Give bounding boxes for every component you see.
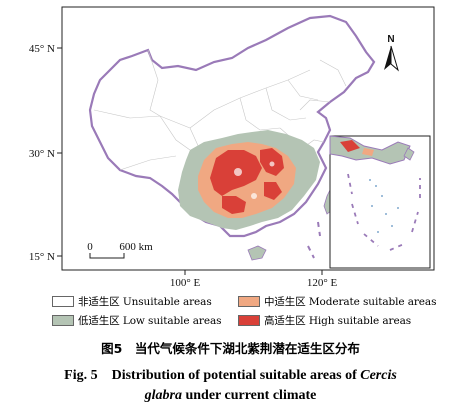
inset-content bbox=[329, 135, 421, 251]
lat-tick-30: 30° N bbox=[29, 148, 55, 160]
lat-tick-45: 45° N bbox=[29, 43, 55, 55]
figure-caption-en-line2: glabra under current climate bbox=[0, 388, 461, 404]
lat-ticks: 45° N 30° N 15° N bbox=[29, 43, 62, 263]
lon-tick-120: 120° E bbox=[307, 277, 338, 289]
legend-item-low: 低适生区 Low suitable areas bbox=[52, 313, 222, 327]
legend-swatch-high bbox=[238, 314, 260, 326]
legend-swatch-low bbox=[52, 314, 74, 326]
province-boundaries bbox=[93, 49, 347, 201]
lat-tick-15: 15° N bbox=[29, 251, 55, 263]
hainan-island bbox=[247, 245, 267, 261]
maritime-boundary bbox=[307, 221, 321, 259]
map-frame: 45° N 30° N 15° N 100° E 120° E N 0 600 … bbox=[29, 6, 435, 289]
legend-label-high: 高适生区 High suitable areas bbox=[264, 314, 412, 327]
scale-bar: 0 600 km bbox=[87, 241, 153, 259]
legend-swatch-unsuitable bbox=[52, 295, 74, 307]
scale-start-label: 0 bbox=[87, 241, 93, 253]
legend-item-high: 高适生区 High suitable areas bbox=[238, 313, 411, 327]
lon-ticks: 100° E 120° E bbox=[170, 270, 338, 289]
lon-tick-100: 100° E bbox=[170, 277, 201, 289]
legend-item-moderate: 中适生区 Moderate suitable areas bbox=[238, 294, 436, 308]
unsuitable-gaps bbox=[234, 161, 275, 199]
caption-en-suffix: under current climate bbox=[181, 388, 317, 403]
legend: 非适生区 Unsuitable areas 中适生区 Moderate suit… bbox=[52, 294, 452, 330]
caption-genus: Cercis bbox=[360, 368, 397, 383]
figure-caption-en-line1: Fig. 5 Distribution of potential suitabl… bbox=[0, 364, 461, 384]
legend-label-low: 低适生区 Low suitable areas bbox=[78, 314, 222, 327]
scale-end-label: 600 km bbox=[119, 241, 153, 253]
legend-swatch-moderate bbox=[238, 295, 260, 307]
north-label: N bbox=[387, 34, 394, 45]
legend-item-unsuitable: 非适生区 Unsuitable areas bbox=[52, 294, 212, 308]
north-arrow-icon: N bbox=[384, 34, 399, 72]
caption-en-prefix: Fig. 5 Distribution of potential suitabl… bbox=[64, 368, 361, 383]
legend-label-moderate: 中适生区 Moderate suitable areas bbox=[264, 295, 437, 308]
legend-label-unsuitable: 非适生区 Unsuitable areas bbox=[78, 295, 212, 308]
figure-caption-zh: 图5 当代气候条件下湖北紫荆潜在适生区分布 bbox=[101, 341, 360, 356]
caption-species: glabra bbox=[144, 388, 182, 403]
